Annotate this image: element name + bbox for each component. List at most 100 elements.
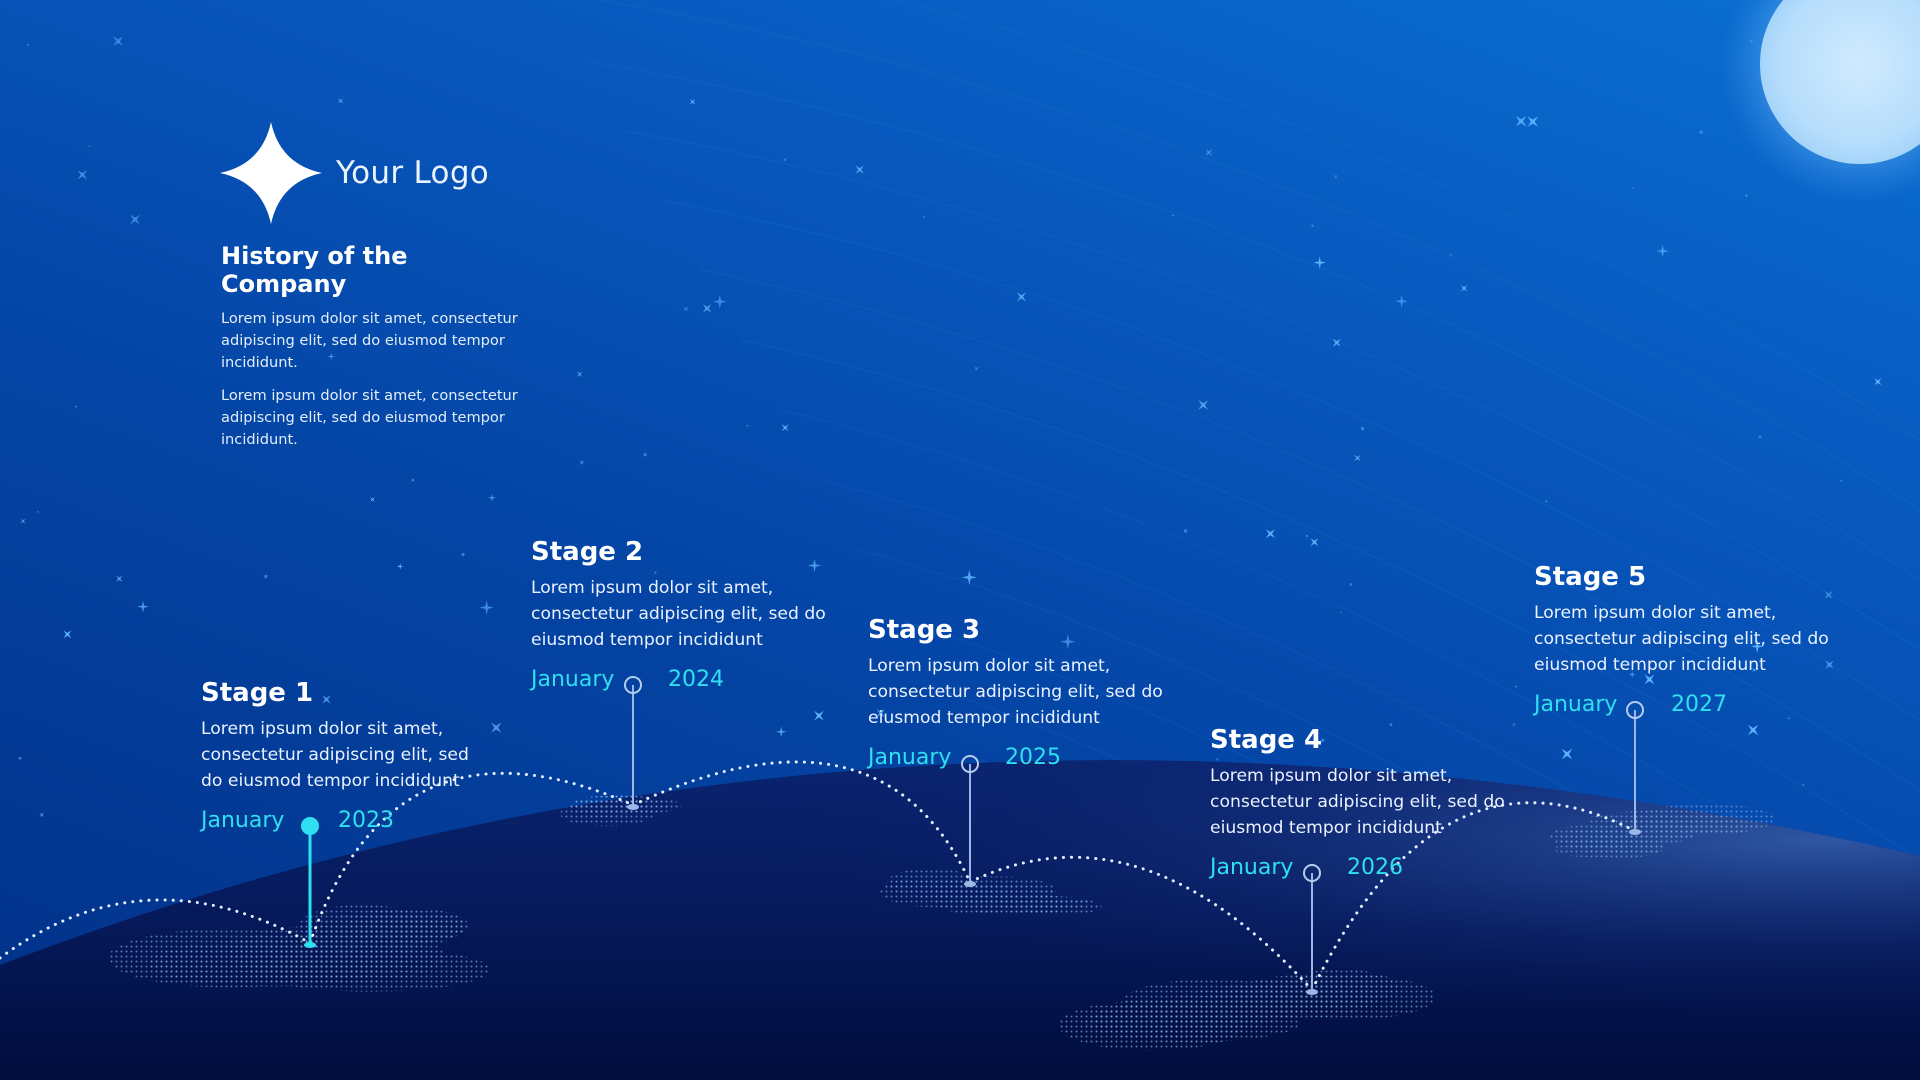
star-icon bbox=[322, 695, 331, 704]
star-icon bbox=[961, 569, 977, 586]
stage-year: 2025 bbox=[1005, 744, 1061, 770]
stage-month: January bbox=[531, 666, 615, 692]
stage-month: January bbox=[1210, 854, 1294, 880]
stage-title: Stage 2 bbox=[531, 537, 644, 567]
stage-year: 2024 bbox=[668, 666, 724, 692]
logo-text: Your Logo bbox=[336, 155, 490, 191]
star-icon bbox=[643, 453, 647, 457]
star-icon bbox=[1656, 244, 1669, 258]
star-icon bbox=[137, 600, 149, 613]
star-icon bbox=[63, 630, 72, 639]
star-icon bbox=[1183, 529, 1188, 533]
stage-year: 2026 bbox=[1347, 854, 1403, 880]
star-icon bbox=[1320, 738, 1325, 742]
star-icon bbox=[1752, 667, 1757, 672]
stage-title: Stage 3 bbox=[868, 615, 981, 645]
star-icon bbox=[1339, 611, 1342, 614]
stage-4-card: Stage 4 Lorem ipsum dolor sit amet, cons… bbox=[1210, 725, 1510, 880]
star-icon bbox=[1171, 214, 1174, 217]
star-icon bbox=[876, 708, 885, 718]
star-icon bbox=[113, 36, 124, 47]
star-icon bbox=[487, 493, 497, 502]
stage-month: January bbox=[201, 807, 285, 833]
star-icon bbox=[579, 460, 585, 465]
star-icon bbox=[1825, 660, 1834, 669]
star-icon bbox=[576, 371, 583, 377]
star-icon bbox=[1360, 426, 1365, 431]
star-icon bbox=[969, 627, 976, 634]
star-icon bbox=[1460, 285, 1468, 292]
star-icon bbox=[783, 158, 787, 162]
star-icon bbox=[1747, 724, 1759, 736]
star-icon bbox=[1311, 224, 1314, 227]
intro-paragraph-2: Lorem ipsum dolor sit amet, consectetur … bbox=[221, 387, 518, 448]
star-icon bbox=[654, 571, 657, 574]
star-icon bbox=[39, 812, 45, 818]
star-icon bbox=[1205, 149, 1213, 156]
page-title: History of the Company bbox=[221, 242, 408, 298]
star-icon bbox=[479, 600, 494, 615]
star-icon bbox=[974, 366, 979, 371]
star-icon bbox=[1395, 294, 1408, 308]
star-icon bbox=[1349, 582, 1353, 587]
stage-description: Lorem ipsum dolor sit amet, consectetur … bbox=[201, 719, 469, 791]
star-icon bbox=[1450, 253, 1452, 256]
company-logo: Your Logo bbox=[220, 122, 489, 224]
star-icon bbox=[18, 756, 22, 760]
star-icon bbox=[712, 294, 727, 309]
stage-date: January 2026 bbox=[1210, 854, 1510, 880]
star-icon bbox=[1332, 338, 1341, 347]
star-icon bbox=[130, 214, 140, 225]
stage-3-card: Stage 3 Lorem ipsum dolor sit amet, cons… bbox=[868, 615, 1168, 770]
star-icon bbox=[26, 43, 29, 46]
star-icon bbox=[1874, 378, 1882, 386]
star-icon bbox=[1840, 479, 1843, 482]
star-icon bbox=[74, 405, 78, 408]
star-icon bbox=[116, 575, 123, 582]
star-icon bbox=[1527, 116, 1539, 127]
star-icon bbox=[1389, 723, 1393, 727]
star-icon bbox=[338, 98, 344, 104]
four-point-star-icon bbox=[220, 122, 322, 224]
timeline-markers bbox=[301, 676, 1644, 995]
star-icon bbox=[1745, 194, 1748, 197]
star-icon bbox=[491, 722, 502, 733]
star-icon bbox=[1628, 670, 1637, 679]
stage-month: January bbox=[868, 744, 952, 770]
stage-date: January 2024 bbox=[531, 666, 831, 692]
star-icon bbox=[1758, 435, 1762, 439]
star-icon bbox=[807, 558, 822, 573]
intro-paragraph-1: Lorem ipsum dolor sit amet, consectetur … bbox=[221, 310, 518, 371]
star-icon bbox=[1632, 187, 1635, 190]
planet-surface bbox=[0, 760, 1920, 1080]
star-icon bbox=[20, 518, 26, 524]
stage-1-card: Stage 1 Lorem ipsum dolor sit amet, cons… bbox=[201, 678, 491, 833]
star-icon bbox=[1215, 757, 1219, 761]
star-icon bbox=[1515, 115, 1527, 127]
stars-layer bbox=[18, 36, 1882, 820]
star-icon bbox=[327, 352, 335, 361]
star-icon bbox=[1354, 454, 1361, 462]
stage-description: Lorem ipsum dolor sit amet, consectetur … bbox=[1210, 766, 1505, 838]
star-icon bbox=[264, 574, 268, 579]
star-icon bbox=[461, 552, 465, 557]
star-icon bbox=[702, 304, 712, 313]
star-icon bbox=[1644, 674, 1655, 685]
star-icon bbox=[370, 497, 375, 502]
star-icon bbox=[1313, 256, 1326, 269]
stage-year: 2027 bbox=[1671, 691, 1727, 717]
stage-date: January 2027 bbox=[1534, 691, 1834, 717]
star-icon bbox=[1802, 783, 1805, 786]
star-icon bbox=[1750, 639, 1764, 653]
stage-title: Stage 4 bbox=[1210, 725, 1323, 755]
stage-description: Lorem ipsum dolor sit amet, consectetur … bbox=[531, 578, 826, 650]
star-icon bbox=[77, 170, 88, 180]
stage-5-card: Stage 5 Lorem ipsum dolor sit amet, cons… bbox=[1534, 562, 1834, 717]
stage-description: Lorem ipsum dolor sit amet, consectetur … bbox=[1534, 603, 1829, 675]
star-icon bbox=[1824, 591, 1833, 599]
star-icon bbox=[689, 98, 696, 105]
star-icon bbox=[1016, 292, 1027, 302]
star-icon bbox=[1561, 748, 1573, 760]
star-icon bbox=[1060, 634, 1076, 650]
